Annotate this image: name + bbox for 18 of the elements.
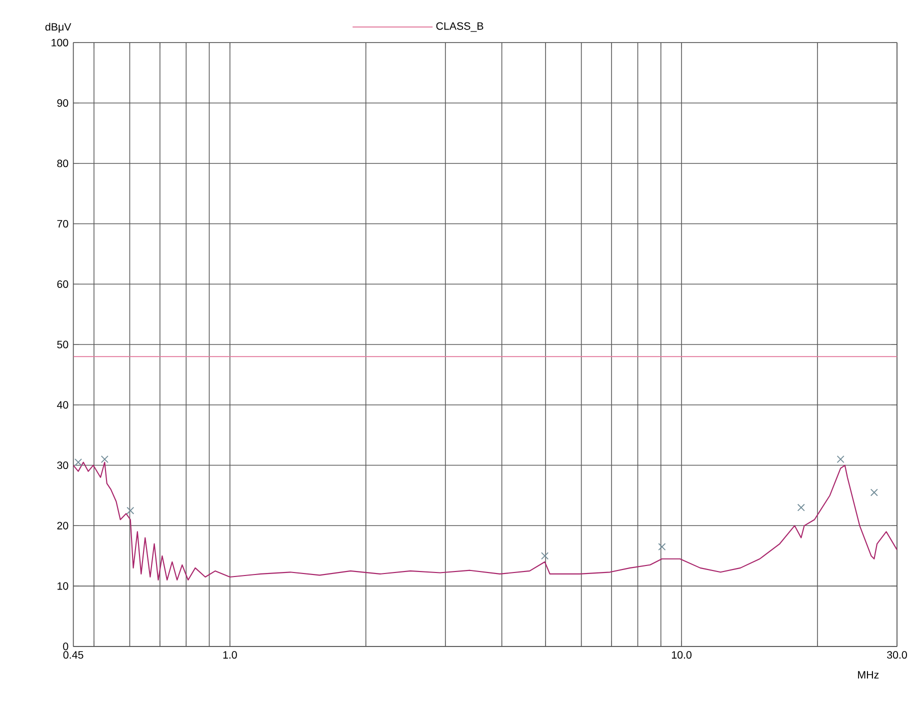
y-tick-label: 20 <box>57 522 68 530</box>
y-tick-label: 80 <box>57 160 68 168</box>
y-tick-label: 40 <box>56 401 68 409</box>
x-tick-label: 10.0 <box>672 651 692 659</box>
y-tick-label: 90 <box>57 99 68 107</box>
x-tick-label: 1.0 <box>223 651 237 659</box>
text: CLASS_B <box>436 22 484 32</box>
y-tick-label: 60 <box>57 280 68 288</box>
y-tick-label: 70 <box>57 220 68 228</box>
y-axis-title: dBμV <box>45 22 72 33</box>
y-tick-label: 100 <box>52 38 68 46</box>
x-tick-label: 30.0 <box>887 651 907 659</box>
y-tick-label: 30 <box>57 461 68 470</box>
y-tick-label: 0 <box>63 642 68 650</box>
y-tick-label: 10 <box>58 582 68 590</box>
y-tick-label: 50 <box>57 340 68 348</box>
x-axis-title: MHz <box>858 671 879 678</box>
x-tick-label: 0.45 <box>63 651 84 659</box>
